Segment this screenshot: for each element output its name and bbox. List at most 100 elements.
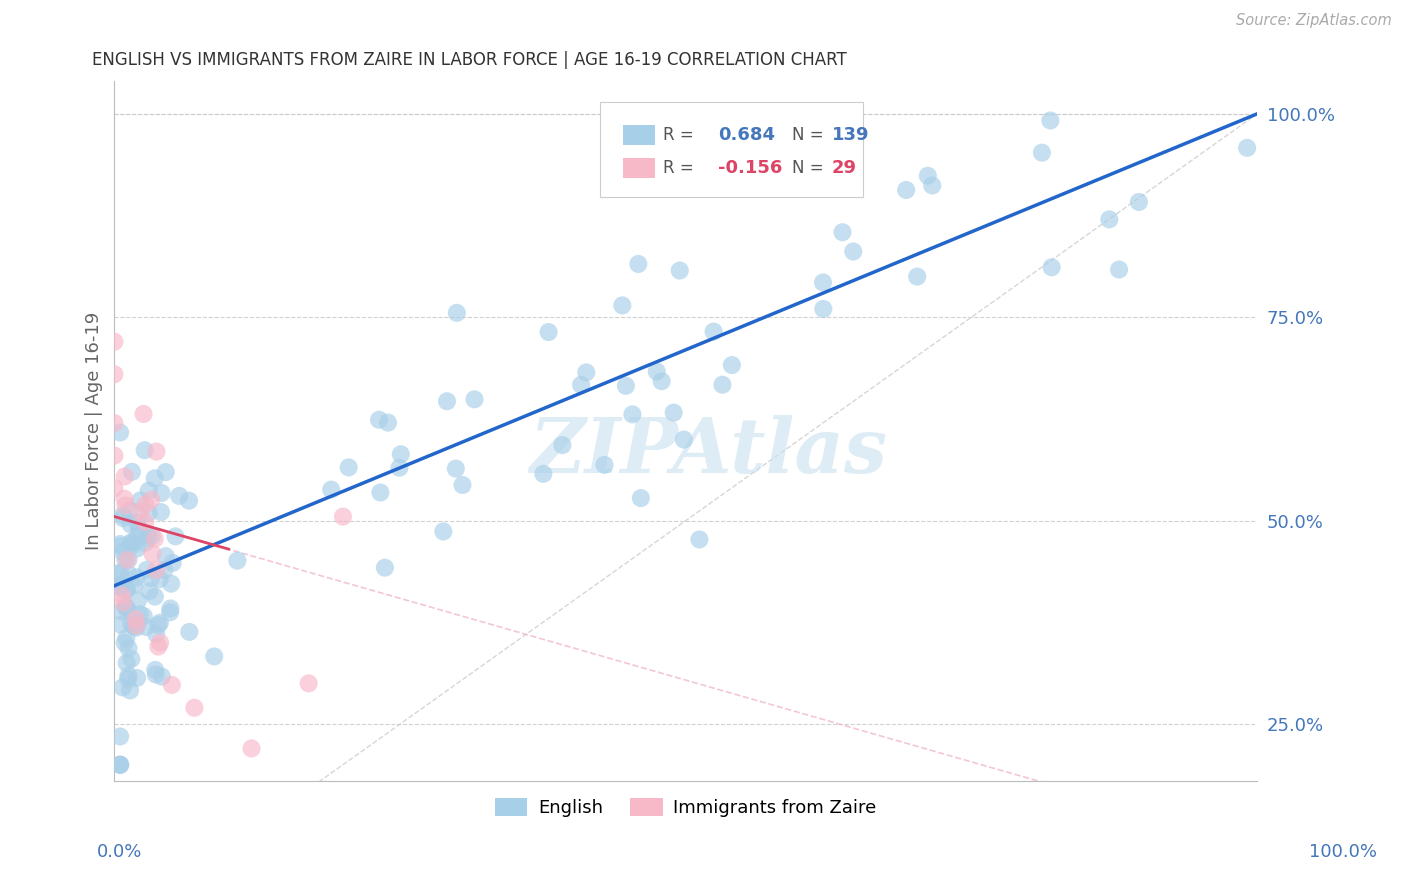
Point bbox=[921, 178, 943, 193]
Text: R =: R = bbox=[662, 159, 693, 178]
Point bbox=[122, 578, 145, 592]
Point bbox=[136, 531, 159, 545]
Point bbox=[668, 263, 690, 277]
Point bbox=[1236, 141, 1258, 155]
Point bbox=[112, 596, 135, 610]
Point bbox=[135, 563, 157, 577]
Point bbox=[117, 552, 139, 566]
Point bbox=[1108, 262, 1130, 277]
Point bbox=[831, 225, 853, 239]
Text: 0.0%: 0.0% bbox=[97, 843, 142, 861]
Point bbox=[122, 619, 145, 633]
Point bbox=[621, 408, 644, 422]
Point bbox=[134, 536, 156, 550]
Point bbox=[127, 541, 149, 556]
Point bbox=[108, 566, 131, 581]
Point bbox=[321, 483, 343, 497]
Point bbox=[374, 560, 396, 574]
Point bbox=[114, 599, 136, 614]
Point bbox=[141, 492, 163, 507]
Point bbox=[703, 325, 725, 339]
Point bbox=[129, 505, 152, 519]
Point bbox=[688, 533, 710, 547]
Point bbox=[575, 366, 598, 380]
Point bbox=[143, 663, 166, 677]
Point bbox=[179, 624, 201, 639]
Point bbox=[124, 612, 146, 626]
Point bbox=[905, 269, 928, 284]
Point bbox=[226, 554, 249, 568]
Point bbox=[111, 545, 134, 559]
FancyBboxPatch shape bbox=[623, 126, 655, 145]
Point bbox=[125, 671, 148, 685]
Point bbox=[117, 641, 139, 656]
Point bbox=[115, 582, 138, 597]
Point bbox=[118, 503, 141, 517]
Point bbox=[121, 535, 143, 549]
Point bbox=[149, 572, 172, 586]
Point bbox=[108, 577, 131, 591]
Point bbox=[298, 676, 321, 690]
Point bbox=[125, 570, 148, 584]
Point bbox=[149, 505, 172, 519]
Point bbox=[139, 571, 162, 585]
Point bbox=[127, 616, 149, 631]
Point bbox=[141, 529, 163, 543]
Point bbox=[134, 443, 156, 458]
Point bbox=[593, 458, 616, 472]
Point bbox=[165, 529, 187, 543]
Point bbox=[651, 374, 673, 388]
Point bbox=[531, 467, 554, 481]
Point bbox=[117, 672, 139, 686]
Point bbox=[149, 636, 172, 650]
Y-axis label: In Labor Force | Age 16-19: In Labor Force | Age 16-19 bbox=[86, 312, 103, 550]
Point bbox=[143, 471, 166, 485]
Point bbox=[332, 509, 354, 524]
Point bbox=[118, 567, 141, 582]
Point bbox=[120, 517, 142, 532]
Point bbox=[128, 521, 150, 535]
Point bbox=[125, 515, 148, 529]
Point bbox=[162, 556, 184, 570]
Point bbox=[110, 617, 132, 632]
Point bbox=[103, 449, 125, 463]
Text: Source: ZipAtlas.com: Source: ZipAtlas.com bbox=[1236, 13, 1392, 29]
Point bbox=[155, 465, 177, 479]
Point bbox=[127, 593, 149, 607]
Point bbox=[167, 489, 190, 503]
Point bbox=[388, 460, 411, 475]
Point bbox=[108, 580, 131, 594]
Point bbox=[537, 325, 560, 339]
Point bbox=[132, 609, 155, 624]
Point bbox=[436, 394, 458, 409]
Point bbox=[108, 566, 131, 580]
Point bbox=[446, 306, 468, 320]
Point bbox=[121, 538, 143, 552]
Point bbox=[159, 601, 181, 615]
Point bbox=[150, 486, 173, 500]
Point bbox=[183, 700, 205, 714]
Point bbox=[138, 506, 160, 520]
Point bbox=[127, 528, 149, 542]
Point bbox=[135, 620, 157, 634]
Point bbox=[114, 469, 136, 483]
Point bbox=[160, 576, 183, 591]
Text: 29: 29 bbox=[832, 159, 858, 178]
Point bbox=[108, 537, 131, 551]
Point bbox=[240, 741, 263, 756]
Point bbox=[842, 244, 865, 259]
Point bbox=[136, 528, 159, 542]
Point bbox=[108, 425, 131, 440]
Point bbox=[896, 183, 918, 197]
Point bbox=[134, 515, 156, 529]
Point bbox=[134, 498, 156, 512]
Point bbox=[627, 257, 650, 271]
Point bbox=[721, 358, 744, 372]
Point bbox=[917, 169, 939, 183]
Point bbox=[115, 600, 138, 615]
Point bbox=[150, 669, 173, 683]
Point bbox=[377, 416, 399, 430]
Text: 0.684: 0.684 bbox=[717, 127, 775, 145]
Point bbox=[121, 465, 143, 479]
Point bbox=[614, 379, 637, 393]
